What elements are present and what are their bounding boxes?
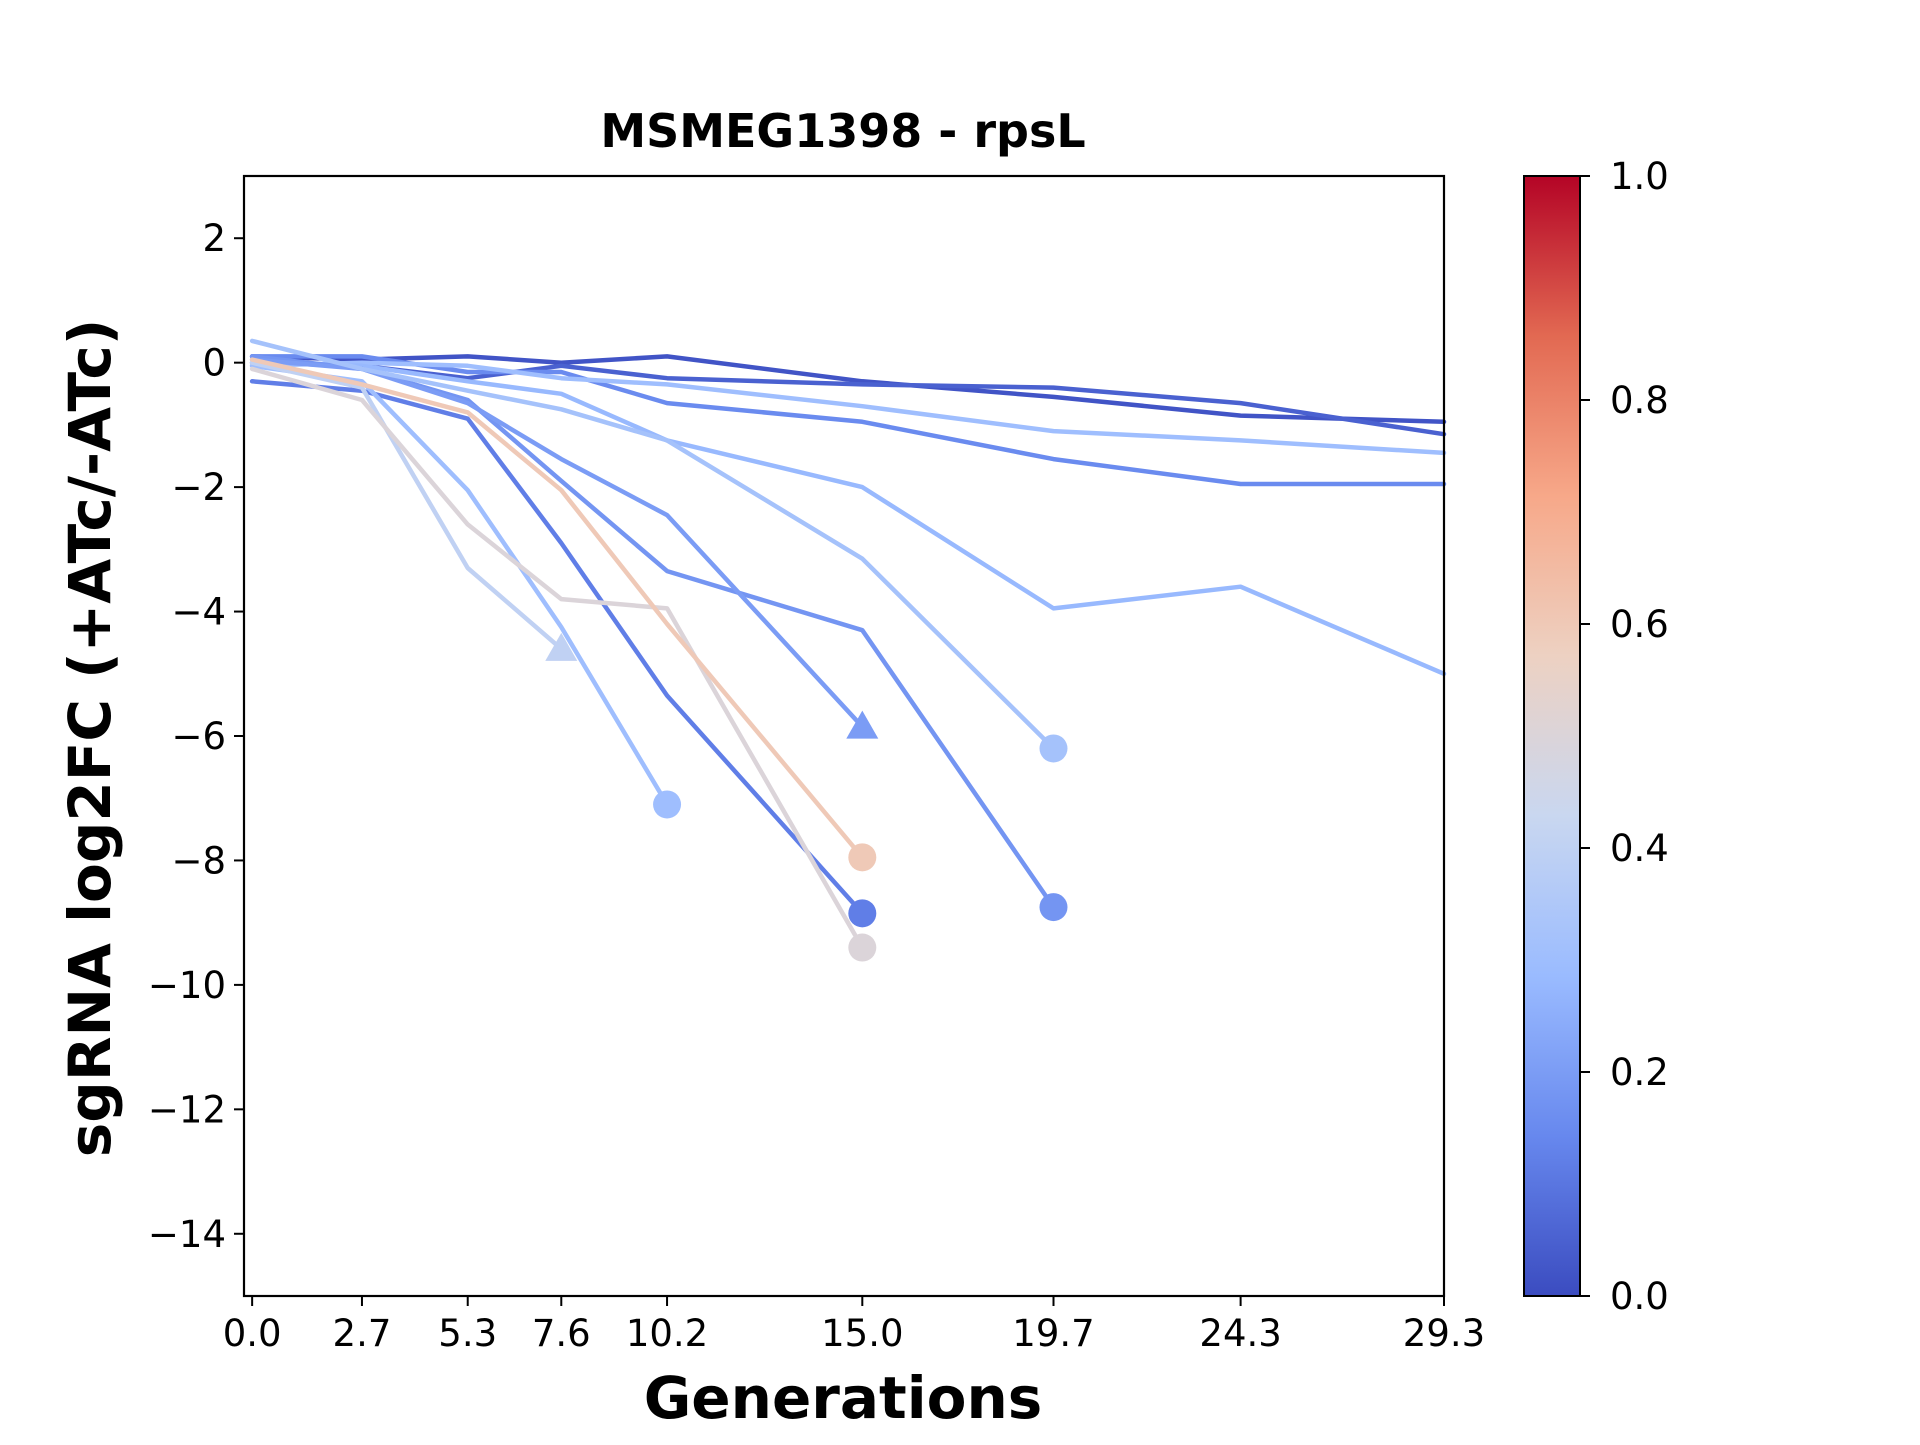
colorbar-tick-label: 0.2	[1610, 1051, 1669, 1094]
series-line-10	[249, 363, 670, 807]
y-tick-label: −12	[148, 1088, 226, 1131]
series-end-point-11	[545, 632, 578, 661]
y-tick-label: −10	[148, 964, 226, 1007]
series-line-1	[249, 354, 1447, 425]
x-tick-label: 24.3	[1199, 1312, 1281, 1355]
y-tick-label: −2	[171, 466, 226, 509]
series-line-4	[249, 360, 1447, 456]
series-line-11	[249, 360, 564, 652]
series-end-point-7	[1039, 893, 1068, 922]
y-tick-label: −6	[171, 715, 226, 758]
plot-area	[242, 174, 1447, 1298]
x-tick-label: 10.2	[626, 1312, 708, 1355]
series-line-9	[249, 338, 1056, 751]
y-tick-label: −8	[171, 839, 226, 882]
series-end-point-10	[653, 790, 682, 819]
colorbar-tick-label: 0.4	[1610, 827, 1669, 870]
y-axis-label: sgRNA log2FC (+ATc/-ATc)	[56, 319, 124, 1157]
series-line-6	[249, 379, 865, 916]
colorbar: 0.0 0.2 0.4 0.6 0.8 1.0	[1523, 155, 1669, 1318]
y-tick-label: −14	[148, 1213, 226, 1256]
x-tick-label: 7.6	[532, 1312, 591, 1355]
series-line-2	[249, 360, 1447, 437]
series-end-point-8	[846, 710, 879, 739]
x-axis-label: Generations	[644, 1364, 1043, 1432]
y-tick-label: −4	[171, 591, 226, 634]
colorbar-tick-label: 0.6	[1610, 603, 1669, 646]
series-line-8	[249, 357, 865, 729]
plot-frame	[242, 174, 1446, 1298]
chart-title: MSMEG1398 - rpsL	[600, 104, 1085, 158]
x-tick-label: 0.0	[223, 1312, 282, 1355]
colorbar-tick-label: 0.8	[1610, 379, 1669, 422]
series-end-point-12	[848, 933, 877, 962]
colorbar-gradient	[1523, 175, 1581, 1297]
y-axis: 2 0 −2 −4 −6 −8 −10 −12 −14	[148, 217, 244, 1256]
series-end-point-6	[848, 899, 877, 928]
colorbar-tick-label: 0.0	[1610, 1275, 1669, 1318]
x-tick-label: 19.7	[1012, 1312, 1094, 1355]
x-axis: 0.0 2.7 5.3 7.6 10.2 15.0 19.7 24.3 29.3	[223, 1296, 1485, 1355]
series-end-point-9	[1039, 734, 1068, 763]
x-tick-label: 15.0	[821, 1312, 903, 1355]
colorbar-tick-label: 1.0	[1610, 155, 1669, 198]
y-tick-label: 2	[202, 217, 226, 260]
series-line-13	[249, 357, 865, 860]
series-end-point-13	[848, 843, 877, 872]
x-tick-label: 5.3	[438, 1312, 497, 1355]
x-tick-label: 29.3	[1403, 1312, 1485, 1355]
x-tick-label: 2.7	[333, 1312, 392, 1355]
y-tick-label: 0	[202, 342, 226, 385]
